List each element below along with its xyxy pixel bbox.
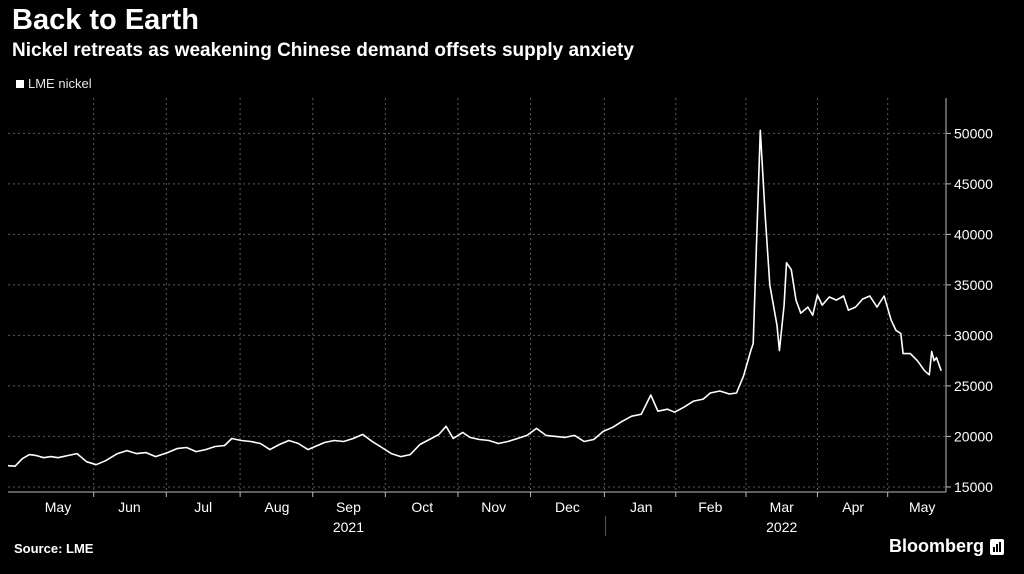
series-line-lme-nickel [7, 129, 942, 467]
x-tick-label: Aug [265, 499, 290, 515]
x-tick-label: Oct [411, 499, 433, 515]
x-tick-label: Nov [481, 499, 506, 515]
legend-swatch [16, 80, 24, 88]
x-tick-label: May [909, 499, 935, 515]
x-year-label: 2022 [766, 519, 797, 535]
legend: LME nickel [16, 76, 92, 92]
chart-subtitle: Nickel retreats as weakening Chinese dem… [12, 40, 634, 61]
y-tick-label: 45000 [954, 176, 993, 192]
x-year-label: 2021 [333, 519, 364, 535]
x-tick-label: Mar [770, 499, 794, 515]
x-tick-label: Apr [842, 499, 864, 515]
brand-name: Bloomberg [888, 536, 984, 556]
y-tick-label: 30000 [954, 327, 993, 343]
y-tick-label: 20000 [954, 428, 993, 444]
legend-label: LME nickel [28, 76, 92, 91]
x-tick-label: Jul [194, 499, 212, 515]
source-note: Source: LME [14, 541, 94, 556]
chart-title: Back to Earth [12, 4, 199, 36]
y-tick-label: 35000 [954, 277, 993, 293]
x-tick-label: Sep [336, 499, 361, 515]
y-tick-label: 40000 [954, 226, 993, 242]
x-tick-label: Dec [555, 499, 580, 515]
brand-logo: Bloomberg [889, 536, 1004, 557]
x-tick-label: Jun [118, 499, 141, 515]
x-tick-label: Jan [630, 499, 653, 515]
y-tick-label: 25000 [954, 378, 993, 394]
x-tick-label: Feb [698, 499, 722, 515]
y-tick-label: 15000 [954, 479, 993, 495]
y-tick-label: 50000 [954, 125, 993, 141]
x-tick-label: May [45, 499, 71, 515]
bloomberg-icon [990, 538, 1004, 555]
